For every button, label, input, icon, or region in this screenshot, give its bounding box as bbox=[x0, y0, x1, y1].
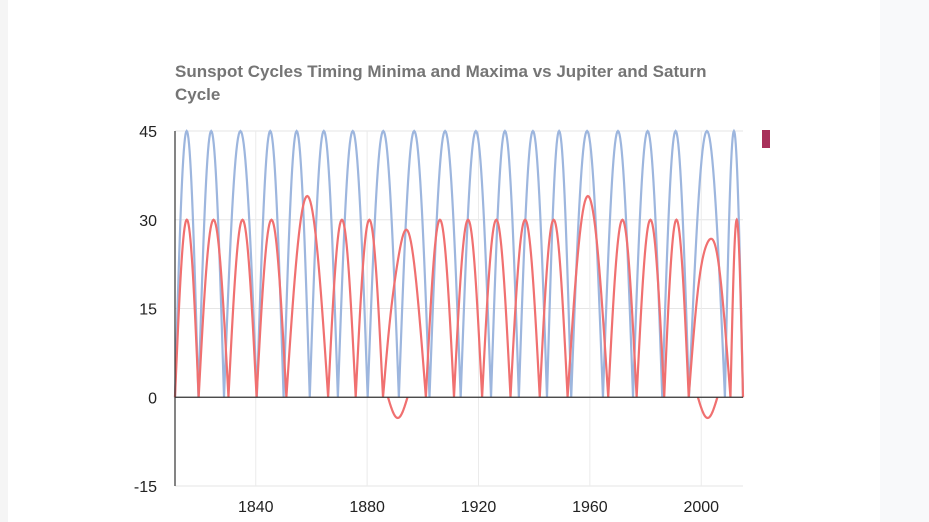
y-tick-label: 15 bbox=[139, 302, 157, 319]
x-tick-label: 1880 bbox=[349, 499, 385, 516]
series-trough bbox=[696, 396, 719, 420]
y-tick-label: 30 bbox=[139, 213, 157, 230]
y-tick-label: -15 bbox=[134, 479, 157, 496]
y-tick-label: 45 bbox=[139, 124, 157, 141]
x-tick-label: 1960 bbox=[572, 499, 608, 516]
y-tick-label: 0 bbox=[148, 390, 157, 407]
side-panel bbox=[880, 0, 929, 522]
legend-swatch[interactable] bbox=[762, 130, 770, 148]
x-tick-label: 2000 bbox=[683, 499, 719, 516]
series-line-sunspot bbox=[173, 194, 745, 398]
x-tick-label: 1840 bbox=[238, 499, 274, 516]
x-tick-label: 1920 bbox=[461, 499, 497, 516]
chart-title: Sunspot Cycles Timing Minima and Maxima … bbox=[175, 62, 707, 104]
series-trough bbox=[386, 396, 409, 420]
